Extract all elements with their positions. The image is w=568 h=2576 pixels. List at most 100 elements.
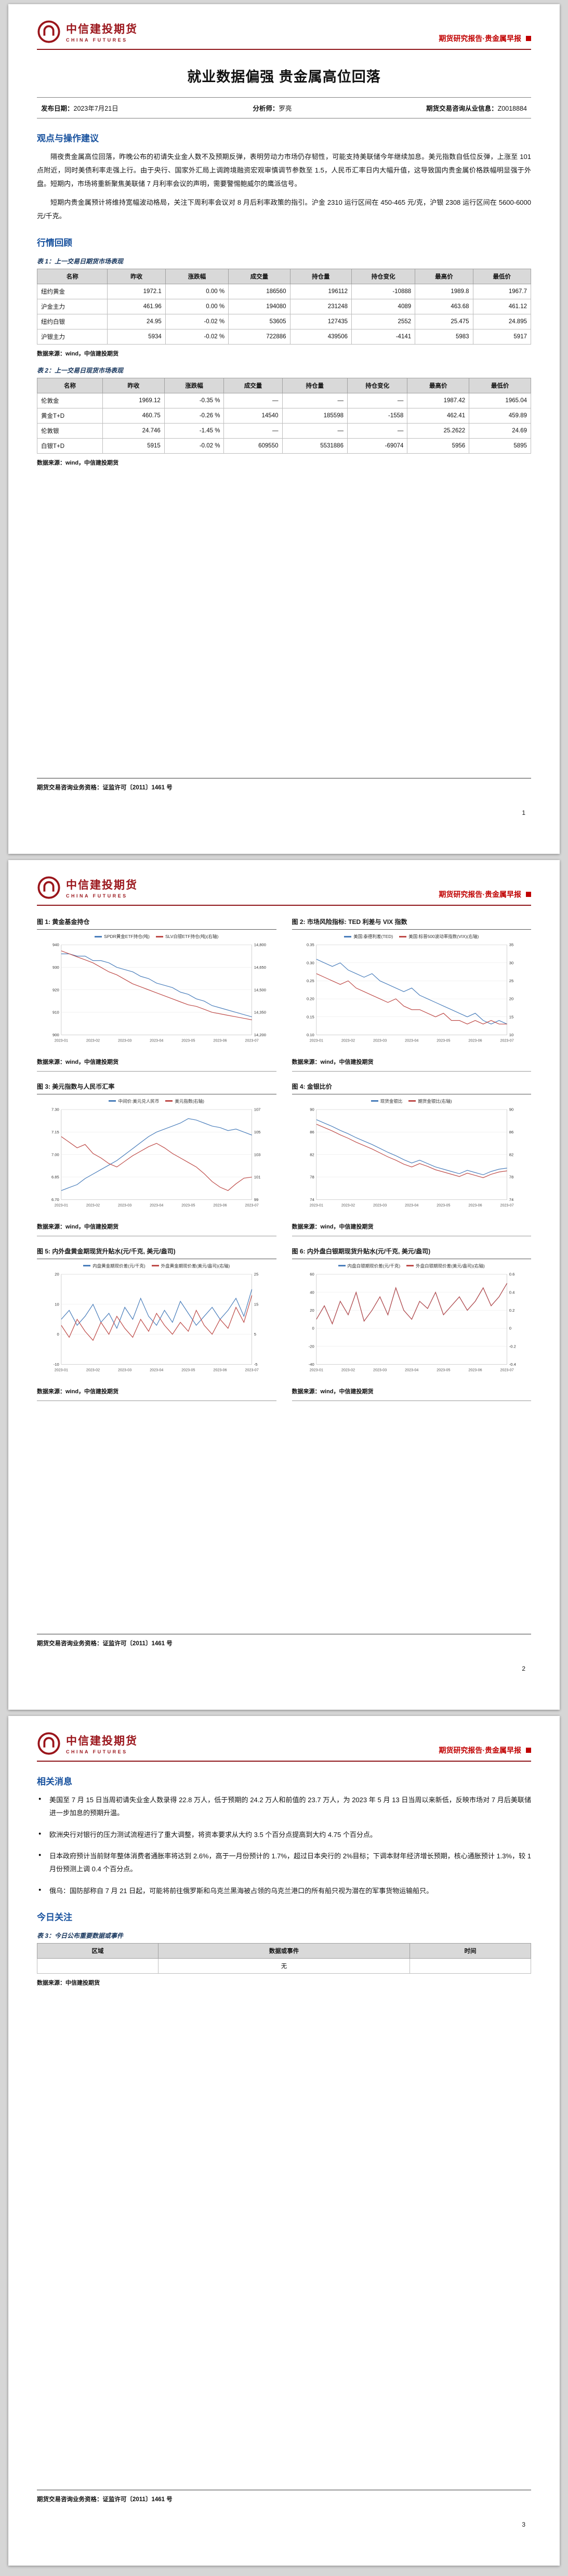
svg-text:86: 86 — [509, 1130, 513, 1134]
chart-canvas: 74 78 82 86 90 74 78 82 86 90 2023-01 2023-02 2023-0… — [309, 1107, 513, 1208]
table-cell: — — [282, 423, 348, 439]
table-header-cell: 成交量 — [223, 378, 283, 393]
svg-text:14,350: 14,350 — [254, 1010, 266, 1015]
license-number: Z0018884 — [497, 105, 527, 112]
svg-text:40: 40 — [310, 1290, 314, 1294]
svg-text:74: 74 — [509, 1197, 513, 1202]
svg-text:2023-02: 2023-02 — [86, 1204, 100, 1208]
svg-text:0.15: 0.15 — [306, 1014, 314, 1019]
chart-canvas: 900 910 920 930 940 14,200 14,350 14,500 14,650 1… — [52, 943, 266, 1043]
news-text: 日本政府预计当前财年整体消费者通胀率将达到 2.6%，高于一月份预计的 1.7%… — [49, 1852, 531, 1873]
company-name: 中信建投期货 — [66, 23, 138, 35]
news-item: 俄乌：国防部称自 7 月 21 日起，可能将前往俄罗斯和乌克兰黑海被占领的乌克兰… — [37, 1884, 531, 1897]
table-cell: 沪金主力 — [36, 299, 108, 314]
page-number: 3 — [522, 2521, 525, 2528]
svg-text:0.35: 0.35 — [306, 943, 314, 947]
chart-source: 数据来源：wind，中信建投期货 — [37, 1223, 119, 1230]
table-cell: -0.35 % — [164, 393, 224, 408]
svg-text:15: 15 — [254, 1302, 258, 1306]
svg-text:2023-02: 2023-02 — [86, 1039, 100, 1043]
svg-text:2023-03: 2023-03 — [373, 1204, 387, 1208]
table-header-cell: 最高价 — [407, 378, 470, 393]
company-name-en: CHINA FUTURES — [66, 37, 128, 43]
table-cell: 1987.42 — [407, 393, 470, 408]
table-row: 沪银主力 5934 -0.02 % 722886 439506 -4141 5983 5917 — [36, 329, 532, 345]
table-cell: 0.00 % — [165, 284, 229, 299]
svg-text:2023-01: 2023-01 — [55, 1204, 68, 1208]
table-cell: 黄金T+D — [36, 408, 103, 424]
svg-text:20: 20 — [55, 1272, 59, 1277]
svg-text:0: 0 — [312, 1326, 314, 1331]
section-today-focus-title: 今日关注 — [37, 1912, 72, 1923]
table-cell: -69074 — [347, 438, 408, 454]
legend-swatch — [406, 1265, 414, 1267]
svg-text:6.85: 6.85 — [51, 1175, 59, 1180]
table-cell: — — [282, 393, 348, 408]
page-footer: 期货交易咨询业务资格：证监许可〔2011〕1461 号 — [37, 2490, 531, 2503]
svg-text:78: 78 — [509, 1175, 513, 1180]
table-cell: 185598 — [282, 408, 348, 424]
table-cell: -0.02 % — [165, 314, 229, 329]
svg-text:10: 10 — [509, 1033, 513, 1037]
svg-text:-40: -40 — [308, 1362, 314, 1367]
table-cell: 无 — [157, 1958, 411, 1974]
svg-text:2023-04: 2023-04 — [150, 1039, 163, 1043]
report-page-2: 中信建投期货 CHINA FUTURES 期货研究报告·贵金属早报 图 1: 黄… — [8, 860, 560, 1710]
brand-block: 中信建投期货 CHINA FUTURES — [37, 20, 138, 44]
svg-text:2023-03: 2023-03 — [373, 1039, 387, 1043]
report-header: 中信建投期货 CHINA FUTURES 期货研究报告·贵金属早报 — [37, 876, 531, 906]
chart-legend: 中间价:美元兑人民币 美元指数(右轴) — [37, 1098, 276, 1104]
legend-swatch — [95, 935, 102, 937]
table-cell: 194080 — [228, 299, 290, 314]
svg-text:2023-04: 2023-04 — [405, 1039, 418, 1043]
chart-canvas: 6.70 6.85 7.00 7.15 7.30 99 101 103 105 107 2023-0… — [51, 1107, 261, 1208]
license-info: 期货交易咨询从业信息：Z0018884 — [426, 103, 527, 113]
table-cell: — — [347, 423, 408, 439]
svg-text:2023-04: 2023-04 — [150, 1368, 163, 1372]
svg-text:107: 107 — [254, 1107, 261, 1112]
svg-text:0.4: 0.4 — [509, 1290, 514, 1294]
chart-legend: 美国:泰德利差(TED) 美国:标普500波动率指数(VIX)(右轴) — [292, 933, 532, 940]
business-license: 期货交易咨询业务资格：证监许可〔2011〕1461 号 — [37, 2496, 173, 2503]
table-cell: 461.96 — [107, 299, 166, 314]
table2-caption: 表 2：上一交易日现货市场表现 — [37, 367, 124, 374]
table3-data-source: 数据来源：中信建投期货 — [37, 1980, 100, 1987]
table-cell: 24.746 — [102, 423, 165, 439]
svg-text:2023-06: 2023-06 — [213, 1039, 227, 1043]
table-cell: -10888 — [351, 284, 416, 299]
table-cell: 462.41 — [407, 408, 470, 424]
legend-item: SLV白银ETF持仓(吨)(右轴) — [156, 933, 218, 940]
table2-data-source: 数据来源：wind，中信建投期货 — [37, 460, 119, 466]
table-header-cell: 持仓变化 — [351, 269, 416, 284]
viewpoint-paragraph-1: 隔夜贵金属高位回落，昨晚公布的初请失业金人数不及预期反弹，表明劳动力市场仍存韧性… — [37, 153, 531, 188]
svg-text:2023-06: 2023-06 — [468, 1204, 482, 1208]
publish-date: 发布日期：2023年7月21日 — [41, 103, 118, 113]
svg-text:-0.4: -0.4 — [509, 1362, 516, 1367]
table-cell: 722886 — [228, 329, 290, 345]
analyst-label: 分析师： — [253, 105, 279, 112]
chart-silver-basis: 图 6: 内外盘白银期现货升贴水(元/千克, 美元/盎司) 内盘白银期现价差(元/… — [292, 1247, 532, 1401]
svg-text:78: 78 — [310, 1175, 314, 1180]
svg-text:2023-05: 2023-05 — [437, 1204, 450, 1208]
svg-text:15: 15 — [509, 1014, 513, 1019]
svg-text:2023-06: 2023-06 — [213, 1204, 227, 1208]
page-footer: 期货交易咨询业务资格：证监许可〔2011〕1461 号 — [37, 1634, 531, 1647]
company-logo-icon — [37, 1732, 60, 1755]
company-name-en: CHINA FUTURES — [66, 893, 128, 899]
chart-canvas: -10 0 10 20 -5 5 15 25 2023-01 2023-02 2023-03 2023… — [54, 1272, 259, 1372]
svg-text:2023-05: 2023-05 — [181, 1039, 195, 1043]
table-header-cell: 名称 — [36, 269, 108, 284]
news-text: 俄乌：国防部称自 7 月 21 日起，可能将前往俄罗斯和乌克兰黑海被占领的乌克兰… — [49, 1886, 433, 1895]
svg-text:940: 940 — [52, 943, 59, 947]
svg-text:2023-04: 2023-04 — [405, 1368, 418, 1372]
table-cell: 127435 — [289, 314, 352, 329]
chart-legend: 内盘白银期现价差(元/千克) 外盘白银期现价差(美元/盎司)(右轴) — [292, 1263, 532, 1269]
company-name: 中信建投期货 — [66, 1735, 138, 1747]
table-cell: 24.69 — [469, 423, 531, 439]
report-type-block: 期货研究报告·贵金属早报 — [439, 33, 531, 44]
chart-title: 图 4: 金银比价 — [292, 1082, 531, 1094]
svg-text:0.2: 0.2 — [509, 1308, 514, 1313]
news-text: 美国至 7 月 15 日当周初请失业金人数录得 22.8 万人，低于预期的 24… — [49, 1796, 531, 1817]
report-type-label: 期货研究报告·贵金属早报 — [439, 1746, 521, 1754]
legend-item: 美国:泰德利差(TED) — [344, 933, 393, 940]
